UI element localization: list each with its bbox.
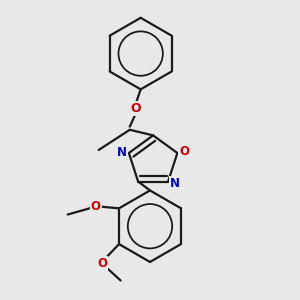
Text: O: O <box>97 257 107 270</box>
Text: N: N <box>170 177 180 190</box>
Text: N: N <box>117 146 127 159</box>
Text: O: O <box>131 101 141 115</box>
Text: O: O <box>91 200 101 213</box>
Text: O: O <box>179 145 189 158</box>
